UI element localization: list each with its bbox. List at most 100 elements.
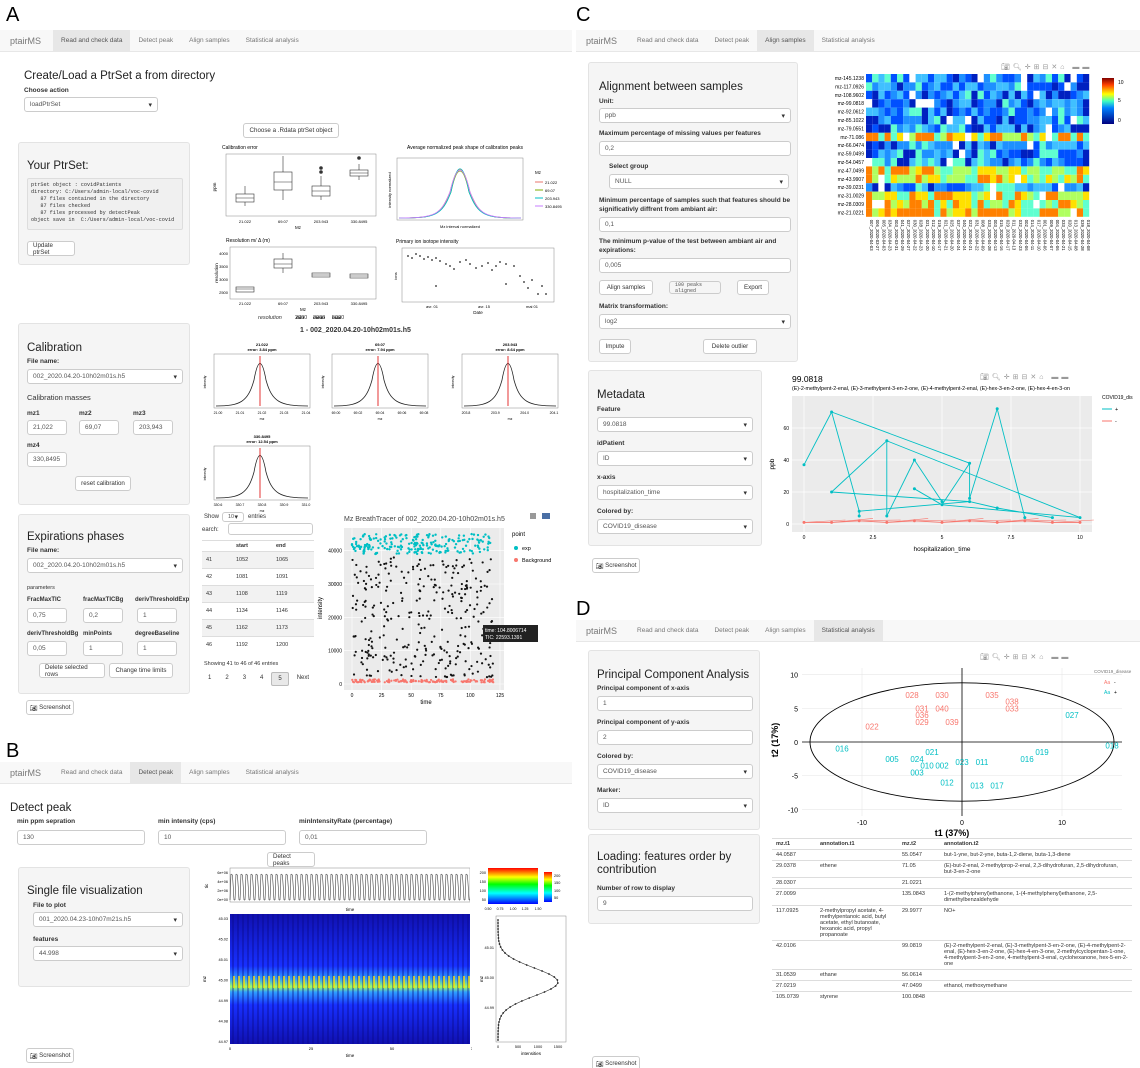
- rows-input[interactable]: 9: [597, 896, 753, 911]
- screenshot-button-d[interactable]: 📷︎ Screenshot: [592, 1056, 640, 1068]
- detect-peaks-button[interactable]: Detect peaks: [267, 852, 315, 867]
- min-intensity-rate-input[interactable]: 0,01: [299, 830, 427, 845]
- tab-read-check-d[interactable]: Read and check data: [637, 626, 699, 634]
- table-row[interactable]: 41 1052 1065: [202, 551, 314, 569]
- tab-align-samples[interactable]: Align samples: [189, 36, 230, 44]
- page-button[interactable]: 4: [260, 675, 264, 681]
- plotly-toolbar-d[interactable]: 📷︎🔍︎✛⊞⊟✕⌂ ▬▬: [980, 654, 1072, 661]
- pvalue-input[interactable]: 0,005: [599, 258, 791, 273]
- tab-statistical-analysis-b[interactable]: Statistical analysis: [245, 768, 299, 776]
- page-button[interactable]: 2: [225, 675, 229, 681]
- col-end[interactable]: end: [272, 540, 314, 552]
- col-annotation-t2[interactable]: annotation.t2: [940, 838, 1132, 850]
- colored-select-d[interactable]: COVID19_disease: [597, 764, 753, 779]
- mz2-input[interactable]: 69,07: [79, 420, 119, 435]
- plotly-toolbar-c2[interactable]: 📷︎🔍︎✛⊞⊟✕⌂ ▬▬: [980, 374, 1072, 381]
- export-button[interactable]: Export: [737, 280, 769, 295]
- delete-selected-rows-button[interactable]: Delete selected rows: [39, 663, 105, 678]
- impute-button[interactable]: Impute: [599, 339, 631, 354]
- tab-read-check-b[interactable]: Read and check data: [61, 768, 123, 776]
- exp-file-select[interactable]: 002_2020.04.20-10h02m01s.h5: [27, 558, 183, 573]
- show-entries-select[interactable]: 10: [222, 512, 244, 522]
- reset-calibration-button[interactable]: reset calibration: [75, 476, 131, 491]
- align-samples-button[interactable]: Align samples: [599, 280, 653, 295]
- page-button[interactable]: 1: [208, 675, 212, 681]
- mz3-input[interactable]: 203,943: [133, 420, 173, 435]
- marker-select[interactable]: ID: [597, 798, 753, 813]
- tab-align-samples-b[interactable]: Align samples: [189, 768, 230, 776]
- tab-statistical-analysis[interactable]: Statistical analysis: [245, 36, 299, 44]
- fracmaxticbg-input[interactable]: 0,2: [83, 608, 123, 623]
- screenshot-button-c[interactable]: 📷︎ Screenshot: [592, 558, 640, 573]
- change-time-limits-button[interactable]: Change time limits: [109, 663, 173, 678]
- brand-b[interactable]: ptairMS: [10, 767, 42, 778]
- choose-action-select[interactable]: loadPtrSet: [24, 97, 158, 112]
- page-button[interactable]: 3: [242, 675, 247, 681]
- xaxis-select[interactable]: hospitalization_time: [597, 485, 753, 500]
- calib-file-select[interactable]: 002_2020.04.20-10h02m01s.h5: [27, 369, 183, 384]
- derivthresholdbg-input[interactable]: 0,05: [27, 641, 67, 656]
- table-row[interactable]: 105.0739 styrene 100.0848: [772, 991, 1132, 1002]
- derivthresholdexp-input[interactable]: 1: [137, 608, 177, 623]
- tab-align-samples-d[interactable]: Align samples: [765, 626, 806, 634]
- tab-detect-peak-b[interactable]: Detect peak: [130, 762, 182, 784]
- col-mz-t2[interactable]: mz.t2: [898, 838, 940, 850]
- minpoints-input[interactable]: 1: [83, 641, 123, 656]
- col-annotation-t1[interactable]: annotation.t1: [816, 838, 898, 850]
- feature-select[interactable]: 99.0818: [597, 417, 753, 432]
- file-to-plot-select[interactable]: 001_2020.04.23-10h07m21s.h5: [33, 912, 183, 927]
- tab-read-check[interactable]: Read and check data: [53, 30, 131, 52]
- table-row[interactable]: 29.0378 ethene 71.05 (E)-but-2-enal, 2-meth…: [772, 860, 1132, 878]
- min-ppm-input[interactable]: 130: [17, 830, 145, 845]
- choose-rdata-button[interactable]: Choose a .Rdata ptrSet object: [243, 123, 339, 138]
- plotly-toolbar-c1[interactable]: 📷︎🔍︎✛⊞⊟✕⌂ ▬▬: [1001, 64, 1093, 71]
- tab-detect-peak[interactable]: Detect peak: [138, 36, 174, 44]
- tab-statistical-analysis-c[interactable]: Statistical analysis: [821, 36, 875, 44]
- min-intensity-input[interactable]: 10: [158, 830, 286, 845]
- screenshot-button-b[interactable]: 📷︎ Screenshot: [26, 1048, 74, 1063]
- missing-input[interactable]: 0,2: [599, 141, 791, 156]
- screenshot-button-a[interactable]: 📷︎ Screenshot: [26, 700, 74, 715]
- tab-detect-peak-d[interactable]: Detect peak: [714, 626, 750, 634]
- minperc-input[interactable]: 0,1: [599, 217, 791, 232]
- table-row[interactable]: 31.0539 ethane 56.0614: [772, 969, 1132, 981]
- update-ptrset-button[interactable]: Update ptrSet: [27, 241, 75, 256]
- pcy-input[interactable]: 2: [597, 730, 753, 745]
- table-row[interactable]: 27.0099 135.0843 1-(2-methylphenyl)ethanon…: [772, 888, 1132, 906]
- idpatient-select[interactable]: ID: [597, 451, 753, 466]
- table-search-input[interactable]: [228, 523, 313, 535]
- table-row[interactable]: 42 1081 1091: [202, 568, 314, 586]
- brand-c[interactable]: ptairMS: [586, 35, 618, 46]
- table-row[interactable]: 28.0307 21.0221: [772, 877, 1132, 889]
- table-row[interactable]: 42.0106 99.0819 (E)-2-methylpent-2-enal, (…: [772, 940, 1132, 970]
- group-select[interactable]: NULL: [609, 174, 789, 189]
- brand-d[interactable]: ptairMS: [586, 625, 618, 636]
- table-row[interactable]: 46 1192 1200: [202, 636, 314, 653]
- tab-align-samples-c[interactable]: Align samples: [757, 30, 814, 52]
- degreebaseline-input[interactable]: 1: [137, 641, 177, 656]
- tab-read-check-c[interactable]: Read and check data: [637, 36, 699, 44]
- page-button[interactable]: Next: [296, 675, 310, 681]
- brand[interactable]: ptairMS: [10, 35, 42, 46]
- mz4-input[interactable]: 330,8495: [27, 452, 67, 467]
- col-mz-t1[interactable]: mz.t1: [772, 838, 816, 850]
- col-start[interactable]: start: [232, 540, 272, 552]
- table-row[interactable]: 44 1134 1146: [202, 602, 314, 620]
- fracmaxtic-input[interactable]: 0,75: [27, 608, 67, 623]
- table-row[interactable]: 44.0587 55.0547 but-1-yne, but-2-yne, buta…: [772, 849, 1132, 861]
- table-row[interactable]: 45 1162 1173: [202, 619, 314, 637]
- table-row[interactable]: 27.0219 47.0499 ethanol, methoxymethane: [772, 980, 1132, 992]
- unit-select[interactable]: ppb: [599, 108, 791, 123]
- table-row[interactable]: 117.0925 2-methylpropyl acetate, 4-methyl…: [772, 905, 1132, 941]
- col-index[interactable]: [202, 540, 232, 552]
- matrix-select[interactable]: log2: [599, 314, 791, 329]
- mz1-input[interactable]: 21,022: [27, 420, 67, 435]
- features-select[interactable]: 44.998: [33, 946, 183, 961]
- tab-detect-peak-c[interactable]: Detect peak: [714, 36, 750, 44]
- colored-select-c[interactable]: COVID19_disease: [597, 519, 753, 534]
- tab-statistical-analysis-d[interactable]: Statistical analysis: [813, 620, 883, 642]
- delete-outlier-button[interactable]: Delete outlier: [703, 339, 757, 354]
- pcx-input[interactable]: 1: [597, 696, 753, 711]
- page-button[interactable]: 5: [271, 672, 289, 686]
- table-row[interactable]: 43 1108 1119: [202, 585, 314, 603]
